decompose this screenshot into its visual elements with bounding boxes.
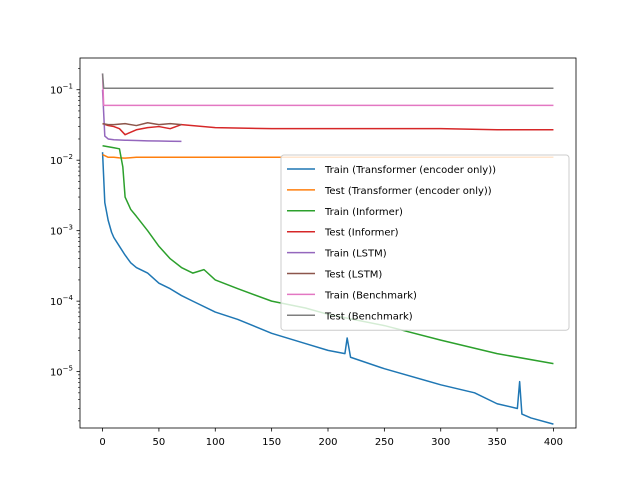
series-line-5 xyxy=(102,121,182,127)
legend-label: Test (LSTM) xyxy=(324,270,382,281)
legend: Train (Transformer (encoder only)) Test (… xyxy=(280,154,570,331)
x-tick-label: 50 xyxy=(153,437,166,448)
x-tick-label: 200 xyxy=(318,437,337,448)
series-line-6 xyxy=(101,73,554,107)
x-tick-label: 400 xyxy=(544,437,563,448)
legend-label: Test (Transformer (encoder only)) xyxy=(324,186,492,197)
legend-label: Train (Informer) xyxy=(324,207,403,218)
series-line-7 xyxy=(101,73,554,89)
legend-box xyxy=(280,154,570,331)
y-tick-label: 10−3 xyxy=(50,224,73,238)
y-tick-label: 10−4 xyxy=(50,294,74,308)
x-tick-label: 250 xyxy=(375,437,394,448)
series-line-0 xyxy=(101,152,554,425)
x-tick-label: 100 xyxy=(206,437,225,448)
legend-label: Train (Benchmark) xyxy=(324,290,417,301)
legend-label: Train (LSTM) xyxy=(324,249,387,260)
series-line-4 xyxy=(101,89,182,143)
y-tick-label: 10−5 xyxy=(50,365,73,379)
y-tick-label: 10−1 xyxy=(50,83,73,97)
legend-label: Train (Transformer (encoder only)) xyxy=(324,165,496,176)
series-line-3 xyxy=(102,122,554,136)
x-tick-label: 0 xyxy=(99,437,105,448)
legend-label: Test (Informer) xyxy=(324,228,399,239)
legend-label: Test (Benchmark) xyxy=(324,311,413,322)
x-tick-label: 350 xyxy=(488,437,507,448)
x-tick-label: 150 xyxy=(262,437,281,448)
x-tick-label: 300 xyxy=(431,437,450,448)
y-tick-label: 10−2 xyxy=(50,153,73,167)
